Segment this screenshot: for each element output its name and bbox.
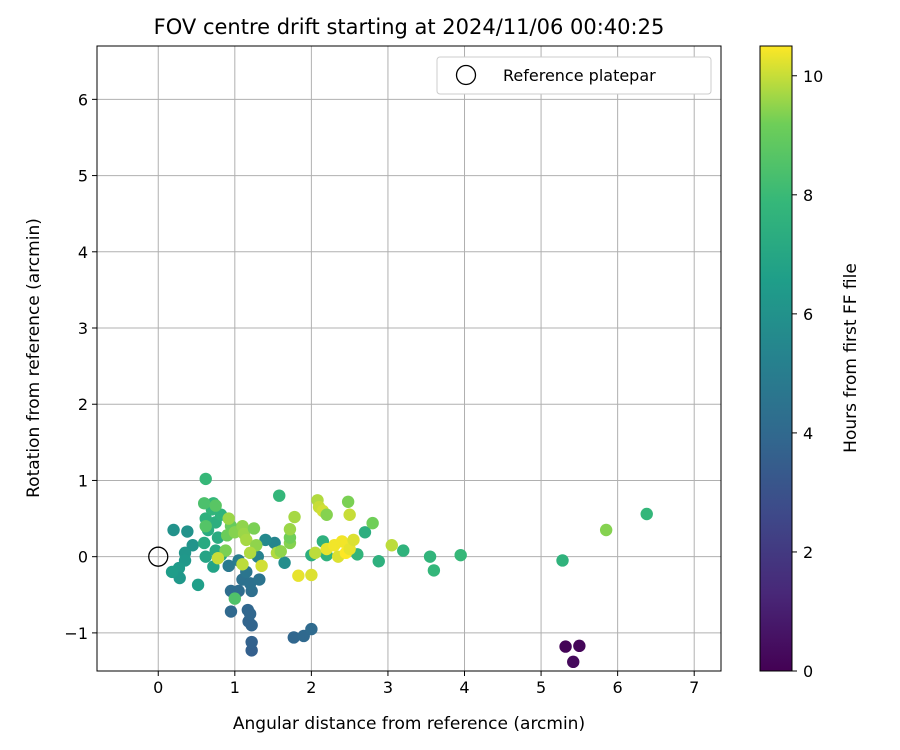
data-point bbox=[283, 523, 297, 536]
data-point bbox=[287, 631, 300, 644]
y-tick-label: 4 bbox=[78, 243, 88, 262]
x-tick-label: 4 bbox=[459, 678, 469, 697]
data-point bbox=[273, 489, 286, 502]
colorbar-tick-label: 4 bbox=[803, 424, 813, 443]
colorbar-bar bbox=[759, 45, 793, 672]
data-point bbox=[181, 525, 194, 538]
data-point bbox=[274, 545, 287, 558]
x-tick-label: 2 bbox=[306, 678, 316, 697]
data-point bbox=[341, 495, 355, 508]
data-point bbox=[253, 573, 266, 586]
x-tick-label: 0 bbox=[153, 678, 163, 697]
y-tick-label: 5 bbox=[78, 167, 88, 186]
legend-box bbox=[436, 56, 712, 95]
plot-frame bbox=[96, 45, 722, 672]
data-point bbox=[372, 555, 385, 568]
colorbar-tick-label: 0 bbox=[803, 662, 813, 681]
data-point bbox=[305, 568, 318, 582]
data-point bbox=[347, 533, 360, 547]
colorbar-label: Hours from first FF file bbox=[841, 263, 861, 453]
y-axis-label: Rotation from reference (arcmin) bbox=[24, 218, 44, 498]
data-point bbox=[573, 639, 586, 653]
x-tick-label: 6 bbox=[613, 678, 623, 697]
y-tick-label: 0 bbox=[78, 548, 88, 567]
y-tick-label: −1 bbox=[64, 624, 88, 643]
data-point bbox=[199, 550, 212, 563]
x-axis-label: Angular distance from reference (arcmin) bbox=[233, 714, 585, 734]
x-tick-label: 5 bbox=[536, 678, 546, 697]
data-point bbox=[335, 535, 349, 548]
data-point bbox=[567, 655, 580, 669]
data-point bbox=[211, 551, 225, 565]
data-point bbox=[255, 559, 268, 573]
data-point bbox=[197, 497, 211, 510]
chart-title: FOV centre drift starting at 2024/11/06 … bbox=[154, 15, 665, 39]
data-point bbox=[309, 546, 322, 560]
data-point bbox=[245, 635, 258, 649]
legend-reference-marker bbox=[455, 64, 477, 86]
y-tick-label: 1 bbox=[78, 471, 88, 490]
data-point bbox=[209, 499, 222, 512]
data-point bbox=[236, 558, 249, 571]
data-points bbox=[165, 472, 653, 669]
data-point bbox=[259, 533, 272, 547]
x-tick-label: 1 bbox=[230, 678, 240, 697]
data-point bbox=[599, 523, 613, 537]
data-point bbox=[240, 533, 253, 547]
colorbar-tick-label: 2 bbox=[803, 543, 813, 562]
legend: Reference platepar bbox=[436, 56, 712, 95]
data-point bbox=[243, 607, 257, 621]
data-point bbox=[427, 564, 441, 577]
data-point bbox=[224, 605, 238, 618]
data-point bbox=[292, 569, 305, 582]
data-point bbox=[305, 622, 318, 636]
axis-ticks: 0 1 2 3 4 5 6 7 −1 0 1 2 3 4 5 6 bbox=[64, 90, 699, 697]
data-point bbox=[222, 512, 235, 525]
data-point bbox=[167, 523, 180, 537]
reference-platepar-marker bbox=[148, 546, 169, 567]
data-point bbox=[320, 508, 333, 521]
y-tick-label: 2 bbox=[78, 395, 88, 414]
data-point bbox=[199, 519, 212, 533]
colorbar: 0 2 4 6 8 10 Hours from first FF file bbox=[759, 45, 861, 681]
x-tick-label: 3 bbox=[383, 678, 393, 697]
data-point bbox=[288, 510, 301, 524]
data-point bbox=[222, 559, 235, 573]
colorbar-tick-label: 8 bbox=[803, 186, 813, 205]
data-point bbox=[640, 507, 653, 521]
data-point bbox=[397, 544, 410, 557]
colorbar-ticks: 0 2 4 6 8 10 bbox=[792, 67, 823, 681]
data-point bbox=[556, 554, 569, 567]
data-point bbox=[247, 522, 261, 535]
data-point bbox=[219, 544, 232, 557]
data-point bbox=[165, 565, 179, 579]
x-tick-label: 7 bbox=[689, 678, 699, 697]
data-point bbox=[243, 546, 257, 560]
data-point bbox=[385, 539, 398, 552]
data-point bbox=[423, 550, 437, 563]
data-point bbox=[343, 508, 356, 521]
data-point bbox=[186, 539, 199, 552]
data-point bbox=[454, 548, 467, 562]
colorbar-tick-label: 10 bbox=[803, 67, 823, 86]
data-point bbox=[559, 640, 572, 653]
data-point bbox=[228, 592, 242, 605]
data-point bbox=[366, 516, 379, 530]
data-point bbox=[199, 472, 212, 486]
data-point bbox=[197, 536, 211, 550]
data-point bbox=[358, 526, 372, 539]
plot-area bbox=[97, 46, 721, 671]
data-point bbox=[191, 578, 205, 592]
colorbar-tick-label: 6 bbox=[803, 305, 813, 324]
y-tick-label: 3 bbox=[78, 319, 88, 338]
y-tick-label: 6 bbox=[78, 90, 88, 109]
data-point bbox=[278, 556, 291, 569]
legend-reference-label: Reference platepar bbox=[503, 66, 656, 85]
